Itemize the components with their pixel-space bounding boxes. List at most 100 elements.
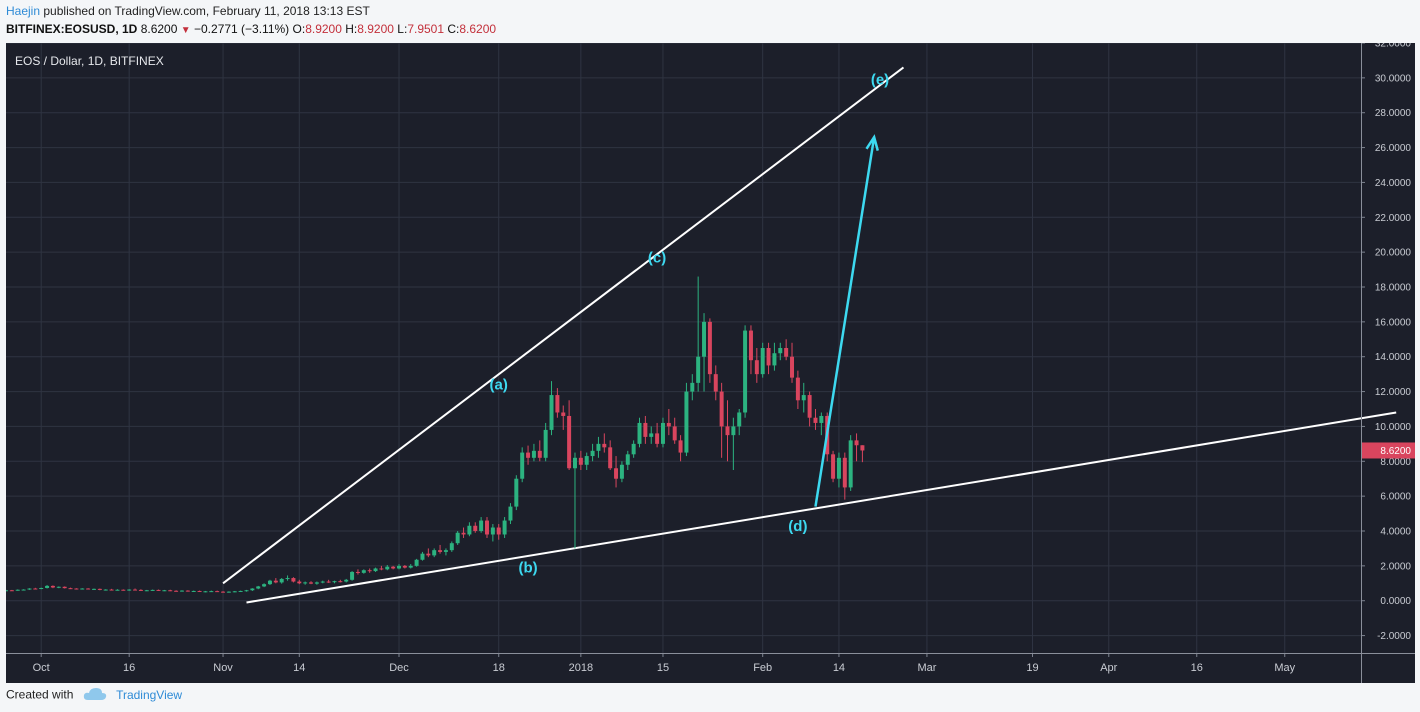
candle-body [68,588,73,590]
candle-body [490,527,495,535]
candle-body [314,582,319,584]
candle-body [819,415,824,423]
candle-body [537,450,542,458]
candle-body [725,426,730,436]
candle-body [854,440,859,446]
y-tick-label: 18.0000 [1375,283,1412,294]
projection-arrow [814,134,879,507]
candle-body [655,433,660,444]
candle-body [643,422,648,437]
candle-body [367,570,372,572]
candle-body [743,330,748,413]
candle-body [414,559,419,566]
open-value: 8.9200 [305,22,342,36]
candle-body [80,588,85,590]
candle-body [144,590,149,592]
candle-body [555,395,560,413]
candle-body [121,589,126,591]
candle-body [432,550,437,556]
candle-body [567,415,572,469]
candle-body [62,586,67,589]
candle-body [860,445,865,451]
candle-body [526,452,531,458]
candle-body [309,582,314,584]
candle-body [790,356,795,378]
candle-body [467,525,472,535]
candle-body [179,590,184,592]
candle-body [619,464,624,479]
candle-body [842,457,847,488]
candle-body [115,589,120,591]
x-tick-label: 14 [833,662,845,674]
candle-body [713,374,718,392]
candle-body [666,422,671,427]
wave-label: (d) [788,518,807,535]
candle-body [285,578,290,580]
candle-body [719,391,724,427]
candle-body [649,433,654,437]
candle-body [291,578,296,582]
candle-body [514,478,519,507]
tradingview-brand[interactable]: TradingView [116,687,183,702]
close-label: C: [447,22,460,36]
candle-body [485,520,489,535]
candle-body [297,581,302,584]
last-price-tag [1362,442,1415,459]
x-tick-label: Apr [1100,662,1117,674]
candle-body [21,589,26,591]
candle-body [262,584,267,587]
candle-body [162,590,167,592]
y-tick-label: 6.0000 [1380,492,1411,503]
candle-body [402,565,407,568]
candle-body [86,588,91,590]
candle-body [625,454,630,465]
published-text: published on TradingView.com, February 1… [43,4,370,18]
candle-body [156,589,161,591]
candle-body [103,589,108,591]
last-price: 8.6200 [140,22,178,36]
y-tick-label: 4.0000 [1380,527,1411,538]
candle-body [391,566,396,569]
created-with-text: Created with [6,687,74,702]
y-tick-label: 0.0000 [1380,596,1411,607]
candle-body [848,440,853,488]
last-price-label: 8.6200 [1380,446,1411,457]
chart-panel[interactable]: (a) (b) (c) (d) (e) 32.0000 30.0000 28.0000 26.… [6,43,1415,683]
candle-body [45,585,50,588]
candle-body [672,426,677,441]
candle-body [449,543,454,551]
candle-body [778,348,783,354]
candle-body [737,412,742,427]
candle-body [133,589,138,591]
candle-body [344,579,349,582]
price-chart[interactable]: (a) (b) (c) (d) (e) 32.0000 30.0000 28.0000 26.… [6,43,1415,683]
open-label: O: [292,22,306,36]
candle-body [590,450,595,457]
candle-body [702,321,707,357]
candle-body [355,571,360,573]
candle-body [455,532,460,544]
x-tick-label: Dec [389,662,409,674]
x-tick-label: Oct [33,662,50,674]
candle-body [97,588,102,590]
candle-body [496,527,501,535]
x-tick-label: 18 [493,662,505,674]
candle-body [320,581,325,583]
candle-body [707,321,712,375]
y-tick-label: 32.0000 [1375,43,1412,50]
candle-body [109,589,114,591]
author-link[interactable]: Haejin [6,4,41,18]
candle-body [684,391,689,453]
y-tick-label: 24.0000 [1375,178,1412,189]
low-label: L: [397,22,408,36]
candle-body [408,565,413,568]
candle-body [338,581,343,583]
y-tick-label: 22.0000 [1375,213,1412,224]
candle-body [244,590,249,592]
candle-body [279,578,284,583]
y-tick-label: 8.0000 [1380,457,1411,468]
candle-body [250,588,255,591]
candle-body [127,589,132,591]
candle-body [795,377,800,401]
candle-body [33,588,38,590]
